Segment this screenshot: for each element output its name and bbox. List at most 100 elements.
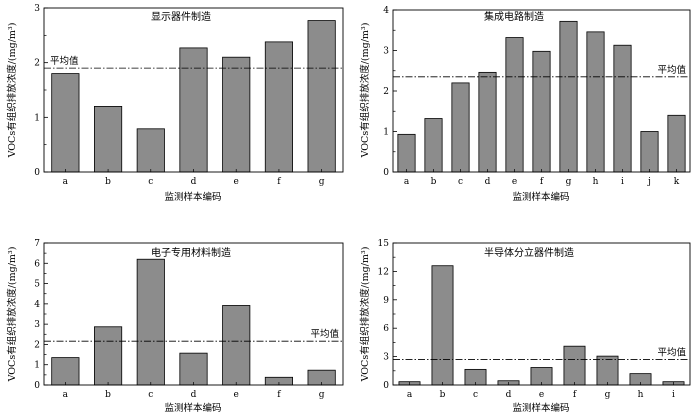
average-label: 平均值 [657, 346, 686, 358]
x-tick-label-f: f [540, 177, 544, 187]
x-tick-label-c: c [473, 390, 478, 400]
y-tick-label: 0 [34, 168, 40, 178]
bar-e [505, 37, 524, 173]
bar-e [222, 56, 251, 173]
bar-a [51, 73, 80, 173]
y-axis-label: VOCs有组织排放浓度/(mg/m³) [6, 247, 18, 383]
y-tick-label: 5 [34, 280, 40, 290]
y-tick-label: 4 [383, 6, 389, 16]
bar-a [51, 357, 80, 386]
x-tick-label-f: f [277, 177, 281, 187]
x-tick-label-b: b [105, 390, 111, 400]
x-tick-label-k: k [674, 177, 680, 187]
x-tick-label-g: g [319, 177, 325, 187]
bar-g [307, 20, 336, 173]
bar-b [94, 106, 123, 173]
x-tick-label-g: g [566, 177, 572, 187]
y-tick-label: 6 [383, 324, 389, 334]
y-axis-label: VOCs有组织排放浓度/(mg/m³) [359, 247, 371, 383]
x-tick-label-i: i [672, 390, 675, 400]
y-tick-label: 1 [34, 113, 40, 123]
bar-g [596, 355, 619, 386]
y-tick-label: 3 [34, 320, 40, 330]
x-tick-label-b: b [105, 177, 111, 187]
x-tick-label-b: b [440, 390, 446, 400]
x-axis-label: 监测样本编码 [512, 191, 569, 203]
bar-d [478, 71, 497, 173]
x-tick-label-f: f [573, 390, 577, 400]
bar-i [613, 44, 632, 173]
y-tick-label: 3 [34, 4, 40, 14]
y-tick-label: 2 [34, 59, 40, 69]
y-tick-label: 2 [34, 340, 40, 350]
y-tick-label: 0 [383, 381, 389, 391]
y-axis-label: VOCs有组织排放浓度/(mg/m³) [359, 23, 371, 159]
bar-b [94, 326, 123, 386]
bar-f [532, 50, 551, 173]
chart-title: 集成电路制造 [484, 10, 544, 23]
y-tick-label: 3 [383, 47, 389, 57]
bar-h [586, 31, 605, 173]
y-tick-label: 1 [34, 361, 40, 371]
x-tick-label-f: f [277, 390, 281, 400]
bar-d [179, 352, 208, 386]
y-tick-label: 7 [34, 239, 40, 249]
bar-b [431, 265, 454, 386]
y-tick-label: 0 [383, 168, 389, 178]
x-tick-label-a: a [407, 390, 413, 400]
y-tick-label: 4 [34, 300, 40, 310]
chart-title: 显示器件制造 [151, 10, 211, 23]
x-tick-label-e: e [539, 390, 544, 400]
x-tick-label-a: a [63, 390, 69, 400]
x-tick-label-c: c [458, 177, 463, 187]
x-tick-label-d: d [191, 177, 197, 187]
x-axis-label: 监测样本编码 [512, 402, 569, 414]
chart-title: 电子专用材料制造 [151, 246, 231, 259]
x-tick-label-g: g [605, 390, 611, 400]
bar-k [667, 114, 686, 173]
average-label: 平均值 [657, 64, 686, 76]
y-axis-label: VOCs有组织排放浓度/(mg/m³) [6, 23, 18, 159]
average-label: 平均值 [50, 55, 79, 67]
y-tick-label: 12 [378, 267, 389, 277]
bar-j [640, 131, 659, 173]
bar-g [559, 20, 578, 173]
x-tick-label-c: c [148, 177, 153, 187]
x-tick-label-h: h [593, 177, 599, 187]
x-tick-label-d: d [191, 390, 197, 400]
y-tick-label: 0 [34, 381, 40, 391]
x-tick-label-a: a [63, 177, 69, 187]
x-tick-label-g: g [319, 390, 325, 400]
x-tick-label-h: h [638, 390, 644, 400]
y-tick-label: 3 [383, 353, 389, 363]
bar-b [424, 118, 443, 173]
x-tick-label-d: d [506, 390, 512, 400]
x-tick-label-j: j [647, 177, 651, 187]
x-tick-label-a: a [404, 177, 410, 187]
y-tick-label: 1 [383, 128, 389, 138]
x-tick-label-b: b [431, 177, 437, 187]
y-tick-label: 6 [34, 259, 40, 269]
x-tick-label-c: c [148, 390, 153, 400]
x-axis-label: 监测样本编码 [164, 402, 221, 414]
bar-c [136, 128, 165, 173]
x-tick-label-d: d [485, 177, 491, 187]
average-label: 平均值 [310, 328, 339, 340]
x-axis-label: 监测样本编码 [164, 191, 221, 203]
bar-d [179, 47, 208, 173]
y-tick-label: 9 [383, 296, 389, 306]
bar-f [264, 41, 294, 173]
bar-e [222, 305, 251, 386]
y-tick-label: 2 [383, 87, 389, 97]
x-tick-label-i: i [621, 177, 624, 187]
bar-c [136, 258, 165, 386]
chart-title: 半导体分立器件制造 [484, 246, 574, 259]
y-tick-label: 15 [378, 239, 390, 249]
x-tick-label-e: e [234, 390, 239, 400]
x-tick-label-e: e [512, 177, 517, 187]
